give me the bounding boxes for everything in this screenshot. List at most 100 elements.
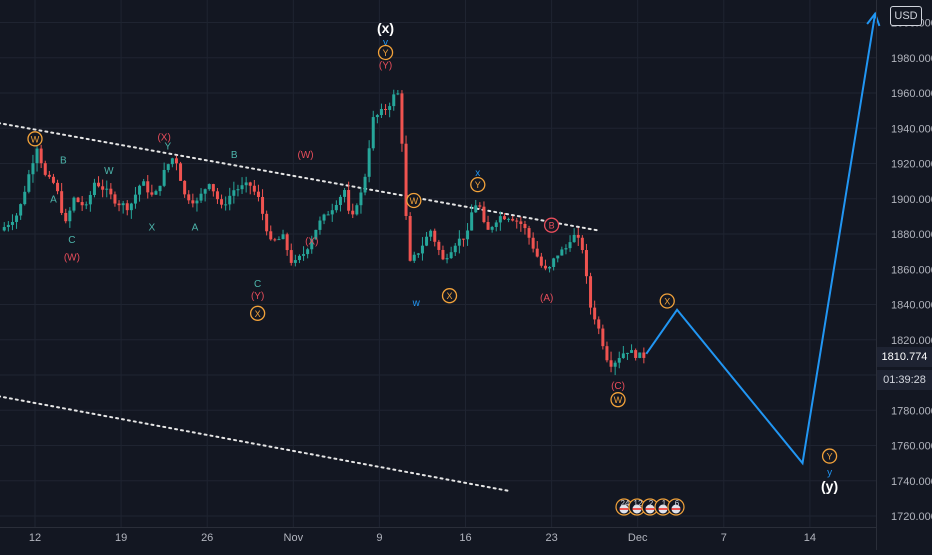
candle-up bbox=[31, 163, 35, 175]
candle-down bbox=[347, 189, 351, 211]
candle-up bbox=[19, 204, 23, 216]
projection-arrowhead bbox=[866, 11, 881, 27]
candle-down bbox=[400, 93, 404, 144]
candle-up bbox=[306, 249, 310, 255]
wave-label: W bbox=[610, 392, 626, 408]
candle-up bbox=[625, 352, 629, 354]
wave-label-text: (Y) bbox=[251, 291, 264, 302]
x-tick-label: 7 bbox=[721, 532, 727, 544]
candle-up bbox=[228, 195, 232, 205]
candle-down bbox=[39, 148, 43, 164]
candle-up bbox=[338, 196, 342, 206]
wave-label: (Y) bbox=[379, 60, 392, 71]
wave-label-text: X bbox=[149, 222, 156, 233]
candle-up bbox=[396, 93, 400, 95]
candle-up bbox=[363, 176, 367, 193]
projection-layer bbox=[645, 11, 881, 466]
candle-down bbox=[408, 215, 412, 261]
x-tick-label: 26 bbox=[201, 532, 213, 544]
event-badge[interactable]: 2 bbox=[641, 498, 659, 516]
x-tick-label: 12 bbox=[29, 532, 41, 544]
candle-up bbox=[420, 245, 424, 254]
candle-up bbox=[425, 236, 429, 246]
candle-up bbox=[445, 258, 449, 260]
event-badge[interactable]: 6 bbox=[667, 498, 685, 516]
wave-label: Y bbox=[470, 176, 486, 193]
x-tick-label: 16 bbox=[459, 532, 471, 544]
wave-label-text: (y) bbox=[821, 478, 838, 494]
wave-label-text: W bbox=[614, 395, 623, 405]
candle-down bbox=[187, 194, 191, 201]
candle-down bbox=[211, 184, 215, 192]
wave-label: (C) bbox=[611, 381, 625, 392]
candle-down bbox=[215, 191, 219, 200]
candle-up bbox=[552, 258, 556, 267]
wave-label-text: W bbox=[410, 196, 419, 206]
wave-label: X bbox=[249, 305, 266, 321]
candle-up bbox=[371, 117, 375, 149]
candle-up bbox=[170, 158, 174, 165]
candle-down bbox=[285, 234, 289, 251]
wave-label-text: Y bbox=[165, 141, 172, 152]
candle-up bbox=[560, 249, 564, 256]
wave-label: W bbox=[406, 192, 422, 209]
wave-label-text: Y bbox=[475, 180, 481, 190]
event-badge[interactable]: 24 bbox=[615, 498, 633, 516]
candle-up bbox=[474, 205, 478, 213]
wave-label-circle bbox=[610, 392, 626, 408]
wave-label-text: A bbox=[192, 222, 199, 233]
candle-up bbox=[379, 108, 383, 116]
candle-down bbox=[543, 265, 547, 269]
lower-channel-line bbox=[0, 395, 513, 493]
wave-label-text: B bbox=[60, 155, 67, 166]
candle-down bbox=[478, 205, 482, 207]
flag-stripe bbox=[671, 508, 681, 510]
wave-label-circle bbox=[406, 192, 422, 209]
y-tick-label: 1940.000 bbox=[891, 123, 932, 135]
wave-label-circle bbox=[249, 305, 266, 321]
y-tick-label: 1760.000 bbox=[891, 441, 932, 453]
candle-up bbox=[572, 234, 576, 243]
upper-channel-line bbox=[0, 122, 600, 232]
candle-down bbox=[605, 346, 609, 361]
y-tick-label: 1980.000 bbox=[891, 53, 932, 65]
candle-up bbox=[129, 203, 133, 211]
candle-up bbox=[490, 226, 494, 230]
wave-label: B bbox=[231, 150, 238, 161]
candle-up bbox=[507, 218, 511, 220]
candle-down bbox=[634, 350, 638, 358]
event-badge-count: 1 bbox=[662, 499, 667, 508]
wave-label: x bbox=[475, 168, 480, 179]
wave-label-text: X bbox=[664, 296, 670, 306]
candle-up bbox=[359, 192, 363, 206]
wave-label: (x) bbox=[377, 20, 394, 36]
wave-label: Y bbox=[377, 44, 394, 61]
wave-label-text: B bbox=[231, 150, 238, 161]
candle-down bbox=[191, 200, 195, 204]
y-tick-label: 1900.000 bbox=[891, 194, 932, 206]
event-badges: 24 12 2 1 6 bbox=[615, 498, 685, 516]
currency-label[interactable]: USD bbox=[890, 6, 922, 26]
x-tick-label: 9 bbox=[376, 532, 382, 544]
candle-down bbox=[146, 181, 150, 193]
candle-down bbox=[76, 197, 80, 203]
candle-up bbox=[92, 182, 96, 196]
candle-down bbox=[589, 276, 593, 308]
wave-label-circle bbox=[659, 293, 675, 309]
candle-down bbox=[523, 224, 527, 229]
y-tick-label: 1720.000 bbox=[891, 511, 932, 523]
candle-down bbox=[482, 206, 486, 223]
wave-label: (A) bbox=[540, 293, 553, 304]
x-tick-label: Dec bbox=[628, 532, 648, 544]
event-badge[interactable]: 12 bbox=[628, 498, 646, 516]
candles-layer bbox=[2, 89, 646, 376]
candle-up bbox=[2, 227, 6, 231]
wave-label: (X) bbox=[305, 237, 318, 248]
wave-label-text: (C) bbox=[611, 381, 625, 392]
trendline-layer bbox=[0, 122, 600, 493]
wave-label-text: C bbox=[68, 235, 75, 246]
wave-label-text: (X) bbox=[157, 133, 170, 144]
event-badge[interactable]: 1 bbox=[654, 498, 672, 516]
